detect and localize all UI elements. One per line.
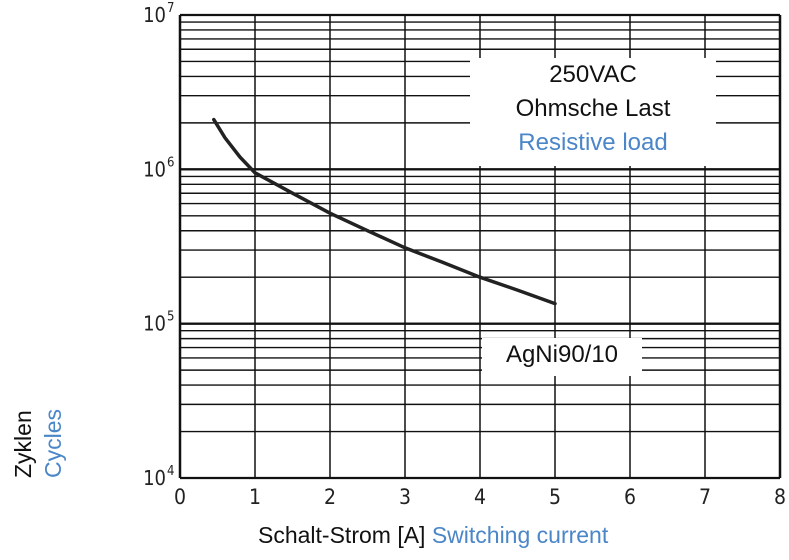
x-tick-label: 4 <box>474 485 486 509</box>
x-tick-label: 6 <box>624 485 636 509</box>
material-annotation: AgNi90/10 <box>482 338 642 376</box>
y-tick-label: 10 <box>143 3 166 27</box>
y-tick-label: 10 <box>143 157 166 181</box>
x-tick-label: 1 <box>249 485 261 509</box>
x-tick-label: 5 <box>549 485 561 509</box>
y-tick-exponent: 7 <box>167 1 174 16</box>
x-axis-label-en: Switching current <box>431 522 609 548</box>
x-tick-labels: 0 1 2 3 4 5 6 7 8 <box>174 485 786 509</box>
x-tick-label: 8 <box>774 485 786 509</box>
load-label-de: Ohmsche Last <box>515 95 671 122</box>
y-axis-label-en: Cycles <box>40 408 66 478</box>
x-tick-label: 0 <box>174 485 186 509</box>
y-tick-label: 10 <box>143 466 166 490</box>
y-tick-exponent: 4 <box>167 464 174 479</box>
x-axis-label-de: Schalt-Strom [A] <box>258 522 426 548</box>
material-label: AgNi90/10 <box>505 341 619 368</box>
x-axis-label: Schalt-Strom [A] Switching current <box>258 522 608 549</box>
load-label-en: Resistive load <box>518 129 668 156</box>
voltage-label: 250VAC <box>549 61 637 88</box>
x-tick-label: 2 <box>324 485 336 509</box>
condition-annotation: 250VAC Ohmsche Last Resistive load <box>470 58 716 166</box>
series-line <box>212 117 557 306</box>
y-tick-label: 10 <box>143 312 166 336</box>
x-tick-label: 7 <box>699 485 711 509</box>
y-axis-label-de: Zyklen <box>10 410 36 478</box>
y-tick-exponent: 6 <box>167 155 174 170</box>
y-tick-exponent: 5 <box>167 310 174 325</box>
x-tick-label: 3 <box>399 485 411 509</box>
